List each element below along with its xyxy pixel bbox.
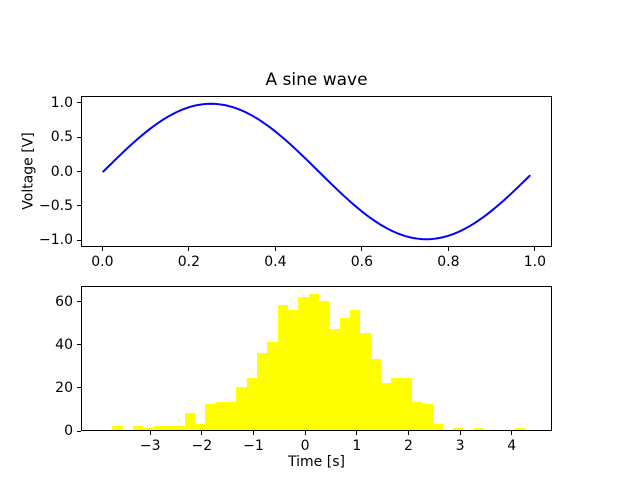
x-tick-mark xyxy=(511,431,513,435)
y-tick-label: −1.0 xyxy=(39,232,73,249)
x-tick-label: −3 xyxy=(139,438,161,454)
histogram-bar xyxy=(257,352,268,430)
y-tick-label: 20 xyxy=(55,379,73,396)
x-tick-mark xyxy=(304,431,306,435)
x-tick-label: −1 xyxy=(243,438,264,454)
histogram-bar xyxy=(298,296,309,430)
sine-axes xyxy=(81,96,552,247)
histogram-bar xyxy=(391,378,402,430)
histogram-bar xyxy=(453,427,464,430)
x-tick-label: 3 xyxy=(455,438,465,454)
histogram-bar xyxy=(319,300,330,430)
x-tick-mark xyxy=(188,247,190,251)
sine-line-svg xyxy=(102,102,531,241)
y-tick-mark xyxy=(77,136,81,138)
histogram-bar xyxy=(133,425,144,430)
histogram-bar xyxy=(360,333,371,430)
y-tick-label: 1.0 xyxy=(50,94,73,111)
y-tick-mark xyxy=(77,205,81,207)
histogram-bar xyxy=(401,378,412,430)
x-tick-label: 0.8 xyxy=(437,254,460,270)
histogram-bar xyxy=(184,412,196,430)
x-tick-mark xyxy=(534,247,536,251)
x-tick-mark xyxy=(459,431,461,435)
histogram-bar xyxy=(329,328,340,430)
x-tick-label: 0.0 xyxy=(91,254,114,270)
histogram-bar xyxy=(339,318,351,430)
y-tick-mark xyxy=(77,171,81,172)
x-tick-label: 2 xyxy=(403,438,413,454)
histogram-bar xyxy=(277,305,289,430)
histogram-bar xyxy=(515,427,526,430)
y-tick-mark xyxy=(77,430,81,432)
histogram-bar xyxy=(236,386,247,430)
x-tick-label: 0.6 xyxy=(350,254,374,270)
x-tick-mark xyxy=(361,247,363,251)
histogram-plot-area xyxy=(82,287,551,430)
y-tick-label: 0.5 xyxy=(50,129,73,146)
y-tick-label: 0 xyxy=(64,423,73,439)
x-tick-mark xyxy=(407,431,409,435)
histogram-bar xyxy=(143,427,154,430)
x-tick-mark xyxy=(201,431,203,435)
y-tick-label: −0.5 xyxy=(39,197,73,214)
x-tick-label: 0.4 xyxy=(264,254,287,270)
sine-plot-area xyxy=(82,97,551,246)
histogram-bar xyxy=(246,378,258,430)
histogram-bar xyxy=(205,404,216,430)
x-tick-label: 0 xyxy=(300,438,310,454)
sine-y-axis-label: Voltage [V] xyxy=(20,132,37,210)
sine-line xyxy=(102,102,531,241)
sine-plot-title: A sine wave xyxy=(265,70,368,90)
histogram-x-axis-label: Time [s] xyxy=(288,454,345,470)
histogram-bar xyxy=(215,402,227,430)
histogram-bar xyxy=(153,425,165,430)
histogram-bar xyxy=(288,309,299,430)
x-tick-mark xyxy=(149,431,151,435)
x-tick-label: 4 xyxy=(507,438,517,454)
x-tick-label: −2 xyxy=(191,438,213,454)
histogram-bar xyxy=(195,423,206,430)
x-tick-mark xyxy=(447,247,449,251)
histogram-bar xyxy=(226,402,237,430)
histogram-bar xyxy=(308,294,320,430)
histogram-bar xyxy=(370,359,382,430)
y-tick-label: 60 xyxy=(55,293,73,310)
y-tick-mark xyxy=(77,344,81,346)
x-tick-label: 1 xyxy=(352,438,362,454)
y-tick-mark xyxy=(77,102,81,104)
x-tick-mark xyxy=(356,431,358,435)
x-tick-label: 1.0 xyxy=(523,254,547,270)
histogram-bar xyxy=(350,309,361,430)
x-tick-mark xyxy=(252,431,254,435)
y-tick-label: 0.0 xyxy=(50,163,73,180)
histogram-bar xyxy=(112,425,123,430)
y-tick-mark xyxy=(77,301,81,303)
histogram-bar xyxy=(432,423,443,430)
histogram-bar xyxy=(164,425,175,430)
histogram-bar xyxy=(381,382,392,430)
x-tick-mark xyxy=(101,247,103,251)
histogram-bar xyxy=(412,402,423,430)
x-tick-mark xyxy=(274,247,276,251)
histogram-bar xyxy=(422,404,433,430)
y-tick-mark xyxy=(77,387,81,389)
histogram-bar xyxy=(473,427,485,430)
y-tick-mark xyxy=(77,239,81,241)
y-tick-label: 40 xyxy=(55,336,73,353)
x-tick-label: 0.2 xyxy=(177,254,201,270)
histogram-bar xyxy=(174,425,185,430)
histogram-axes xyxy=(81,286,552,431)
histogram-bar xyxy=(267,341,278,430)
